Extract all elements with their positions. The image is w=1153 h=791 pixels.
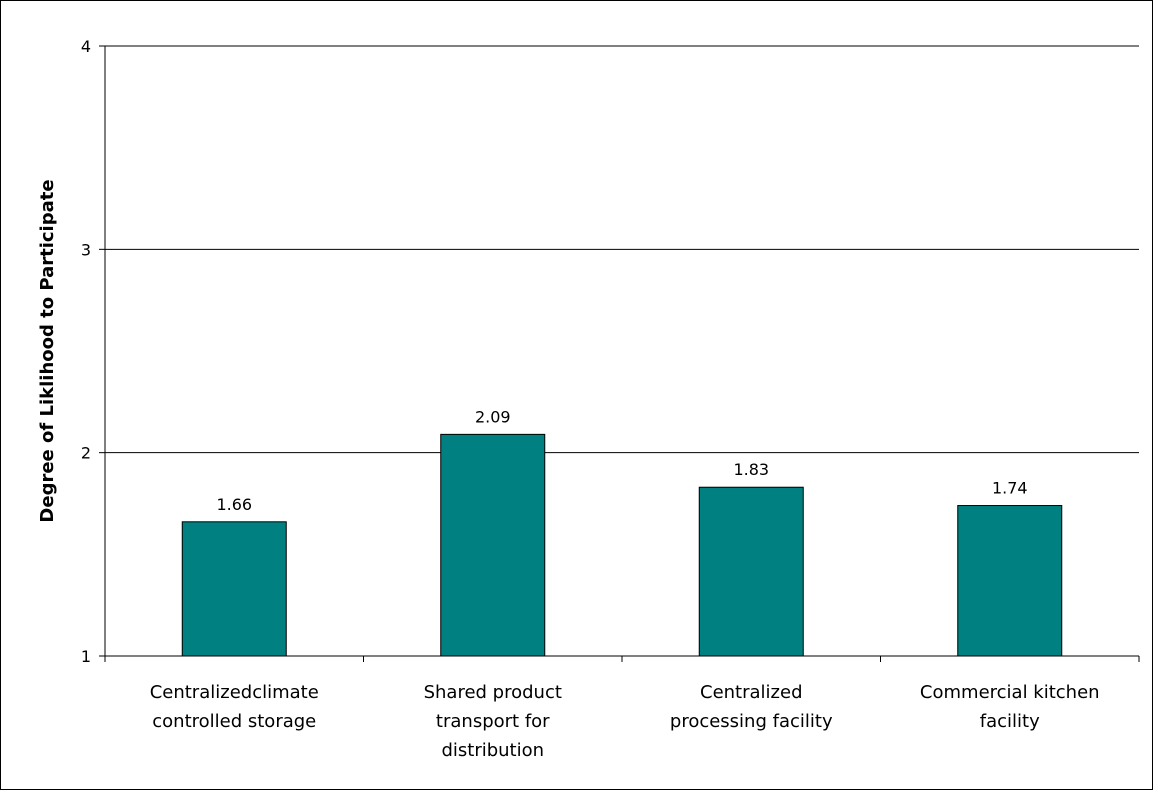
bar bbox=[440, 433, 546, 657]
axes bbox=[99, 45, 1140, 662]
y-tick-label: 4 bbox=[81, 37, 91, 56]
y-tick-label: 3 bbox=[81, 240, 91, 259]
data-label: 1.74 bbox=[992, 479, 1028, 498]
data-label: 2.09 bbox=[475, 407, 511, 426]
bars bbox=[181, 433, 1063, 657]
gridlines bbox=[105, 45, 1139, 454]
labels: 1 2 3 4 1.66 Centralizedclimate controlled sto… bbox=[81, 37, 1100, 761]
y-tick-label: 1 bbox=[81, 647, 91, 666]
x-category-label: Centralizedclimate controlled storage bbox=[150, 682, 319, 732]
bar bbox=[957, 505, 1063, 657]
data-label: 1.66 bbox=[216, 495, 252, 514]
bar bbox=[181, 521, 287, 657]
x-category-label: Commercial kitchen facility bbox=[920, 682, 1100, 732]
x-category-label: Shared product transport for distribution bbox=[424, 682, 562, 761]
y-axis-title: Degree of Liklihood to Participate bbox=[37, 179, 58, 522]
data-label: 1.83 bbox=[733, 460, 769, 479]
bar bbox=[698, 486, 804, 657]
y-tick-label: 2 bbox=[81, 444, 91, 463]
x-category-label: Centralized processing facility bbox=[670, 682, 833, 732]
